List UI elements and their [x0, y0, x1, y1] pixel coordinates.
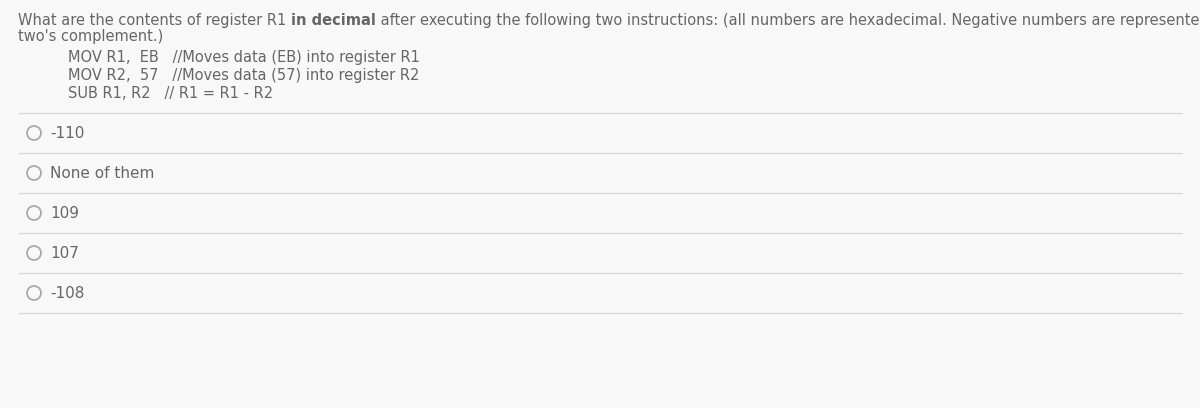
- Text: 107: 107: [50, 246, 79, 261]
- Text: -108: -108: [50, 286, 84, 301]
- Text: in decimal: in decimal: [290, 13, 376, 28]
- Text: MOV R2,  57   //Moves data (57) into register R2: MOV R2, 57 //Moves data (57) into regist…: [68, 68, 419, 83]
- Text: None of them: None of them: [50, 166, 155, 181]
- Text: after executing the following two instructions: (all numbers are hexadecimal. Ne: after executing the following two instru…: [376, 13, 1200, 28]
- Text: What are the contents of register R1: What are the contents of register R1: [18, 13, 290, 28]
- Text: MOV R1,  EB   //Moves data (EB) into register R1: MOV R1, EB //Moves data (EB) into regist…: [68, 50, 420, 65]
- Text: SUB R1, R2   // R1 = R1 - R2: SUB R1, R2 // R1 = R1 - R2: [68, 86, 274, 101]
- Text: 109: 109: [50, 206, 79, 221]
- Text: two's complement.): two's complement.): [18, 29, 163, 44]
- Text: -110: -110: [50, 126, 84, 141]
